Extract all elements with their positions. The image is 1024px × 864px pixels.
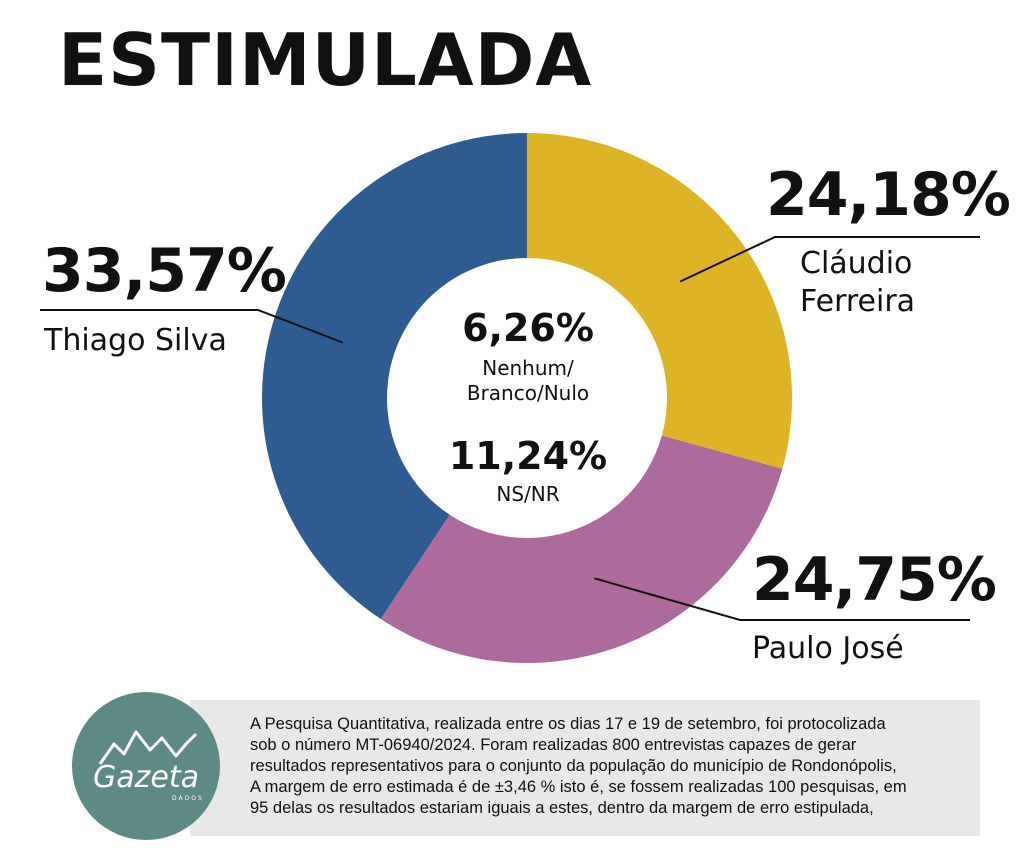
methodology-line: sob o número MT-06940/2024. Foram realiz… (250, 736, 857, 754)
slice-name-thiago-silva: Thiago Silva (44, 323, 227, 358)
footer-band (190, 700, 980, 836)
center-value-ns-nr: 11,24% (448, 434, 608, 478)
slice-value-thiago-silva: 33,57% (42, 236, 287, 306)
chart-title: ESTIMULADA (58, 18, 593, 102)
donut-chart (40, 133, 980, 664)
logo-subtitle: DADOS (172, 795, 204, 802)
donut-slice-paulo-jose (380, 435, 783, 664)
center-label-ns-nr: NS/NR (496, 482, 560, 506)
donut-slice-thiago-silva (261, 133, 527, 619)
methodology-line: 95 delas os resultados estariam iguais a… (250, 799, 874, 817)
slice-value-paulo-jose: 24,75% (752, 545, 997, 615)
leader-line (679, 236, 980, 283)
center-value-nenhum: 6,26% (462, 306, 594, 350)
slice-value-claudio-ferreira: 24,18% (766, 160, 1011, 230)
methodology-note: A Pesquisa Quantitativa, realizada entre… (250, 714, 980, 819)
slice-name-claudio-ferreira: Cláudio Ferreira (800, 246, 916, 319)
slice-name-paulo-jose: Paulo José (752, 631, 904, 666)
logo-wordmark: Gazeta (93, 760, 199, 795)
leader-line (594, 577, 970, 621)
donut-slice-claudio-ferreira (527, 133, 792, 469)
gazeta-logo: Gazeta DADOS (72, 692, 220, 840)
mountain-chart-icon (98, 730, 198, 765)
methodology-line: resultados representativos para o conjun… (250, 757, 897, 775)
methodology-line: A margem de erro estimada é de ±3,46 % i… (250, 778, 907, 796)
methodology-line: A Pesquisa Quantitativa, realizada entre… (250, 715, 886, 733)
center-label-nenhum: Nenhum/ Branco/Nulo (466, 356, 590, 405)
leader-line (40, 309, 344, 344)
